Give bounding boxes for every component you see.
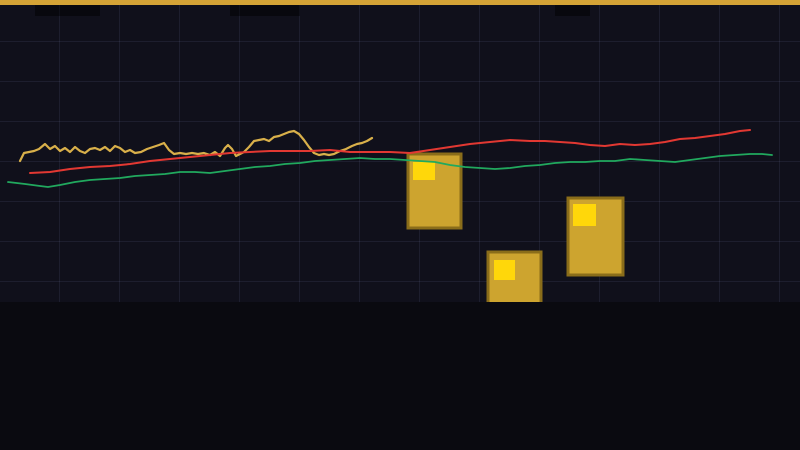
bottom-banner: Gold Price Prediction 2026 Forecast XM x…: [0, 302, 800, 450]
top-accent-bar: [0, 0, 800, 5]
green-trend-line: [7, 153, 773, 188]
chart-area: [0, 5, 800, 302]
red-trend-line: [29, 129, 751, 174]
redacted-block: [230, 5, 300, 16]
price-chart-svg: [7, 129, 773, 302]
redacted-block: [35, 5, 100, 16]
gold-bar-highlight: [494, 260, 515, 280]
redacted-block: [555, 5, 590, 16]
gold-bar-highlight: [573, 204, 596, 226]
gold-bar-highlight: [413, 162, 435, 180]
